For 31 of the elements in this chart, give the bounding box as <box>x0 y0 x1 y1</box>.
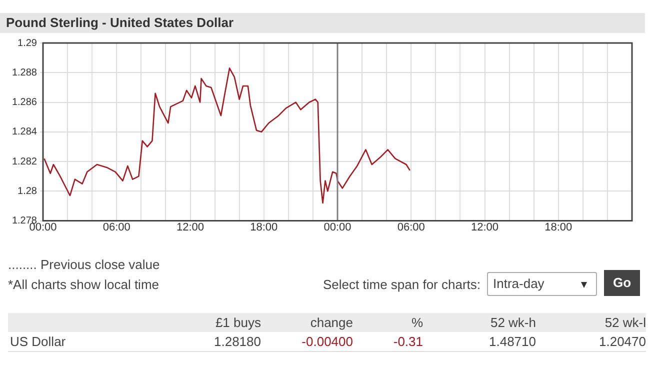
text: ........ Previous close value <box>8 257 160 272</box>
x-tick-label: 00:00 <box>324 221 352 234</box>
y-tick-label: 1.29 <box>18 38 38 49</box>
text: change <box>310 314 353 332</box>
text: 1.28180 <box>214 333 261 351</box>
x-tick-label: 18:00 <box>544 221 572 234</box>
y-tick-label: 1.28 <box>18 186 38 197</box>
text: 1.48710 <box>489 333 536 351</box>
text: 1.20470 <box>599 333 646 351</box>
text: % <box>411 314 423 332</box>
y-tick-label: 1.284 <box>12 126 38 138</box>
chart-title: Pound Sterling - United States Dollar <box>0 13 645 33</box>
text: 52 wk-h <box>490 314 536 332</box>
text: US Dollar <box>10 333 66 351</box>
text: 52 wk-l <box>604 314 646 332</box>
y-tick-label: 1.288 <box>12 67 38 78</box>
x-tick-label: 06:00 <box>397 221 425 234</box>
text: -0.00400 <box>302 333 353 351</box>
x-tick-label: 06:00 <box>102 221 130 234</box>
x-tick-label: 00:00 <box>29 221 57 234</box>
text: Select time span for charts: <box>323 277 481 292</box>
text: *All charts show local time <box>8 277 159 292</box>
time-span-select[interactable]: Intra-day <box>487 272 597 296</box>
go-button[interactable]: Go <box>604 270 640 296</box>
y-tick-label: 1.286 <box>12 97 38 108</box>
text: £1 buys <box>215 314 261 332</box>
text: -0.31 <box>393 333 423 351</box>
y-tick-label: 1.282 <box>12 156 38 168</box>
x-tick-label: 18:00 <box>250 221 278 234</box>
x-tick-label: 12:00 <box>176 221 204 234</box>
x-tick-label: 12:00 <box>470 221 499 234</box>
